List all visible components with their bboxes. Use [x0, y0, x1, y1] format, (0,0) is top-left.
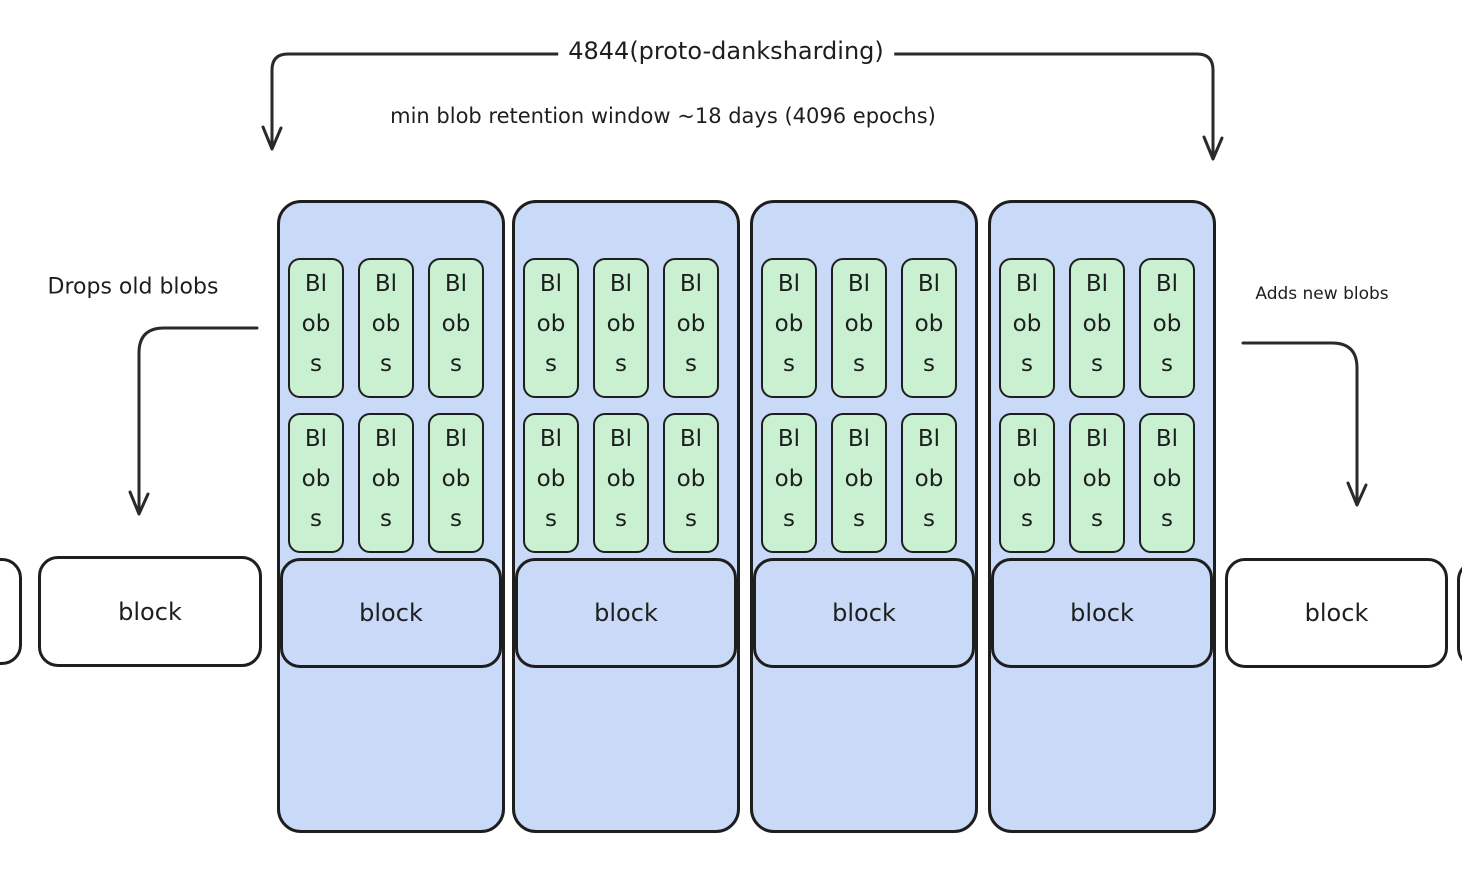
- blob-label: Blobs: [844, 426, 874, 532]
- drops-old-blobs-arrowhead: [128, 490, 150, 516]
- blob-box: Blobs: [358, 258, 414, 398]
- blob-box: Blobs: [901, 413, 957, 553]
- blob-box: Blobs: [428, 413, 484, 553]
- blob-slot-4: Blobs Blobs Blobs Blobs Blobs Blobs block: [988, 200, 1216, 833]
- blob-label: Blobs: [301, 271, 331, 377]
- blob-box: Blobs: [288, 413, 344, 553]
- retention-bracket-arrowhead-left: [261, 125, 283, 151]
- block-label: block: [1304, 599, 1369, 627]
- blob-box: Blobs: [1139, 258, 1195, 398]
- blob-box: Blobs: [288, 258, 344, 398]
- edge-block-right: block: [1225, 558, 1448, 668]
- blob-box: Blobs: [523, 258, 579, 398]
- adds-new-blobs-arrow: [1241, 341, 1359, 504]
- blob-box: Blobs: [663, 413, 719, 553]
- blob-label: Blobs: [536, 271, 566, 377]
- edge-block-partial-right: [1457, 560, 1462, 668]
- blob-box: Blobs: [593, 413, 649, 553]
- blob-label: Blobs: [774, 426, 804, 532]
- blob-label: Blobs: [1152, 426, 1182, 532]
- adds-new-blobs-label: Adds new blobs: [1255, 284, 1389, 304]
- blob-label: Blobs: [844, 271, 874, 377]
- blob-box: Blobs: [523, 413, 579, 553]
- blob-box: Blobs: [999, 413, 1055, 553]
- blob-label: Blobs: [914, 426, 944, 532]
- blob-slot-3: Blobs Blobs Blobs Blobs Blobs Blobs block: [750, 200, 978, 833]
- blob-box: Blobs: [428, 258, 484, 398]
- retention-bracket-arrowhead-right: [1202, 135, 1224, 161]
- block-label: block: [359, 599, 423, 627]
- block-box: block: [515, 558, 737, 668]
- blob-label: Blobs: [371, 426, 401, 532]
- blob-label: Blobs: [1152, 271, 1182, 377]
- blob-box: Blobs: [831, 413, 887, 553]
- blob-label: Blobs: [676, 271, 706, 377]
- blob-box: Blobs: [901, 258, 957, 398]
- blob-label: Blobs: [301, 426, 331, 532]
- block-label: block: [118, 597, 182, 626]
- drops-old-blobs-label: Drops old blobs: [47, 274, 219, 300]
- adds-new-blobs-arrowhead: [1346, 481, 1368, 507]
- blob-box: Blobs: [1139, 413, 1195, 553]
- block-label: block: [594, 599, 658, 627]
- blob-box: Blobs: [831, 258, 887, 398]
- blob-box: Blobs: [593, 258, 649, 398]
- block-box: block: [991, 558, 1213, 668]
- blob-box: Blobs: [1069, 258, 1125, 398]
- blob-label: Blobs: [606, 426, 636, 532]
- blob-label: Blobs: [1082, 426, 1112, 532]
- retention-caption: min blob retention window ~18 days (4096…: [390, 104, 936, 128]
- edge-block-left: block: [38, 556, 262, 667]
- blob-box: Blobs: [761, 413, 817, 553]
- block-label: block: [832, 599, 896, 627]
- blob-slot-2: Blobs Blobs Blobs Blobs Blobs Blobs block: [512, 200, 740, 833]
- blob-box: Blobs: [999, 258, 1055, 398]
- drops-old-blobs-arrow: [137, 326, 259, 512]
- block-label: block: [1070, 599, 1134, 627]
- blob-label: Blobs: [1082, 271, 1112, 377]
- edge-block-partial-left: [0, 558, 22, 665]
- blob-label: Blobs: [774, 271, 804, 377]
- blob-box: Blobs: [663, 258, 719, 398]
- blob-box: Blobs: [761, 258, 817, 398]
- blob-label: Blobs: [1012, 426, 1042, 532]
- blob-label: Blobs: [441, 271, 471, 377]
- blob-box: Blobs: [358, 413, 414, 553]
- blob-label: Blobs: [536, 426, 566, 532]
- blob-label: Blobs: [1012, 271, 1042, 377]
- blob-label: Blobs: [441, 426, 471, 532]
- blob-label: Blobs: [606, 271, 636, 377]
- blob-slot-1: Blobs Blobs Blobs Blobs Blobs Blobs block: [277, 200, 505, 833]
- blob-label: Blobs: [371, 271, 401, 377]
- block-box: block: [753, 558, 975, 668]
- blob-label: Blobs: [914, 271, 944, 377]
- blob-label: Blobs: [676, 426, 706, 532]
- blob-box: Blobs: [1069, 413, 1125, 553]
- bracket-title: 4844(proto-danksharding): [558, 37, 894, 65]
- block-box: block: [280, 558, 502, 668]
